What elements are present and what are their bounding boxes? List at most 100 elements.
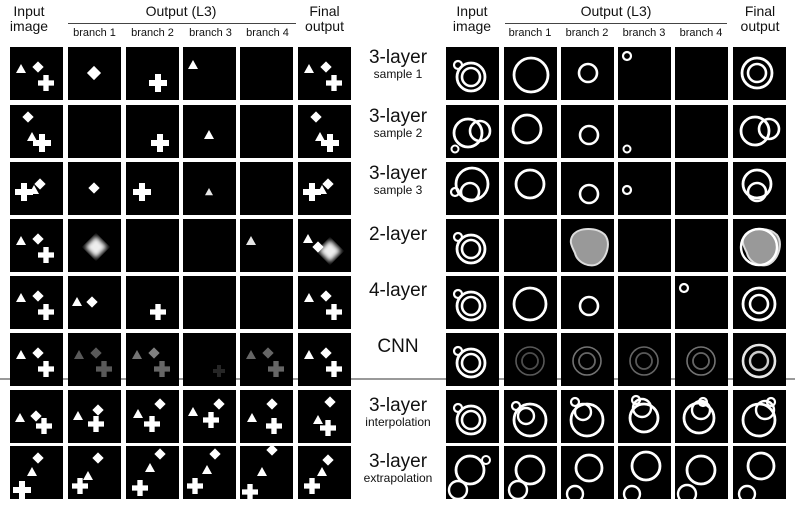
- left-row2-final-tile-image: [310, 111, 339, 152]
- right-row7-branch-1-tile-image: [510, 400, 548, 438]
- left-row4-branch-1-tile: [68, 219, 121, 272]
- right-row3-branch-1-tile-image: [514, 168, 546, 200]
- right-row2-input-tile-image: [450, 117, 492, 154]
- left-row1-final-tile-image: [304, 61, 342, 91]
- left-row6-branch-3-tile: [183, 333, 236, 386]
- right-row8-branch-1-tile: [504, 446, 557, 499]
- left-row3-branch-3-tile: [183, 162, 236, 215]
- left-row5-final-tile: [298, 276, 351, 329]
- row-label-3: 3-layer sample 3: [348, 164, 448, 196]
- right-row3-final-tile-image: [741, 168, 773, 203]
- left-row6-branch-1-tile: [68, 333, 121, 386]
- right-row5-branch-1-tile: [504, 276, 557, 329]
- right-row2-branch-1-tile: [504, 105, 557, 158]
- left-row7-final-tile-image: [313, 396, 336, 436]
- left-row5-branch-2-tile-image: [150, 304, 166, 320]
- left-row1-branch-3-tile: [183, 47, 236, 100]
- left-row7-branch-3-tile: [183, 390, 236, 443]
- left-row4-branch-2-tile-image: [126, 219, 179, 272]
- right-final-header: Final output: [730, 4, 790, 33]
- right-row7-branch-3-tile-image: [628, 394, 660, 434]
- left-row4-input-tile-image: [16, 233, 54, 263]
- row-label-3-main: 3-layer: [368, 163, 428, 184]
- row-label-6-main: CNN: [377, 336, 419, 357]
- row-label-1: 3-layer sample 1: [348, 48, 448, 80]
- right-row8-final-tile-image: [737, 451, 776, 499]
- left-row1-branch-3-tile-image: [188, 60, 198, 69]
- left-row1-branch-1-tile-image: [86, 65, 102, 81]
- left-row2-branch-4-tile-image: [240, 105, 293, 158]
- left-row2-branch-1-tile-image: [68, 105, 121, 158]
- row-label-8-main: 3-layer: [368, 451, 428, 472]
- right-row5-branch-4-tile-image: [678, 282, 690, 294]
- left-row2-branch-2-tile-image: [151, 134, 169, 152]
- left-row6-branch-4-tile: [240, 333, 293, 386]
- right-row1-final-tile: [733, 47, 786, 100]
- right-row8-branch-4-tile: [675, 446, 728, 499]
- right-row7-branch-4-tile: [675, 390, 728, 443]
- row-label-8: 3-layer extrapolation: [348, 452, 448, 484]
- right-row8-branch-4-tile-image: [676, 454, 717, 499]
- row-label-7-sub: interpolation: [365, 415, 431, 429]
- row-label-2: 3-layer sample 2: [348, 107, 448, 139]
- left-input-header: Input image: [8, 4, 50, 33]
- left-row2-branch-3-tile: [183, 105, 236, 158]
- right-row6-branch-2-tile: [561, 333, 614, 386]
- left-row6-branch-2-tile: [126, 333, 179, 386]
- left-row7-branch-3-tile-image: [188, 398, 225, 428]
- right-row1-branch-2-tile: [561, 47, 614, 100]
- right-row8-input-tile-image: [447, 454, 491, 499]
- right-input-header: Input image: [448, 4, 496, 33]
- row-label-1-main: 3-layer: [368, 47, 428, 68]
- row-label-6: CNN: [348, 337, 448, 356]
- left-row1-input-tile-image: [16, 61, 54, 91]
- right-row8-branch-2-tile: [561, 446, 614, 499]
- right-final-line2: output: [740, 17, 780, 34]
- section-separator: [0, 378, 795, 380]
- left-row1-branch-4-tile: [240, 47, 293, 100]
- left-row5-input-tile-image: [16, 290, 54, 320]
- left-row8-branch-3-tile: [183, 446, 236, 499]
- left-row7-branch-2-tile: [126, 390, 179, 443]
- right-row6-branch-3-tile: [618, 333, 671, 386]
- right-row7-branch-3-tile: [618, 390, 671, 443]
- left-row2-input-tile-image: [22, 111, 51, 152]
- left-row3-branch-2-tile: [126, 162, 179, 215]
- right-row8-final-tile: [733, 446, 786, 499]
- right-row4-branch-4-tile-image: [675, 219, 728, 272]
- left-row3-branch-1-tile-image: [88, 182, 100, 194]
- right-row1-final-tile-image: [740, 56, 774, 90]
- right-row6-branch-2-tile-image: [572, 346, 602, 376]
- left-output-rule: [68, 23, 296, 24]
- left-row1-branch-2-tile: [126, 47, 179, 100]
- row-label-2-main: 3-layer: [368, 106, 428, 127]
- left-row4-branch-1-tile-image: [84, 235, 108, 259]
- left-row5-final-tile-image: [304, 290, 342, 320]
- left-row8-branch-2-tile-image: [132, 448, 166, 496]
- left-row2-branch-3-tile-image: [204, 130, 214, 139]
- left-row5-branch-4-tile-image: [240, 276, 293, 329]
- right-row4-branch-3-tile: [618, 219, 671, 272]
- left-row7-branch-1-tile-image: [73, 404, 104, 432]
- left-row8-branch-1-tile: [68, 446, 121, 499]
- right-row6-final-tile: [733, 333, 786, 386]
- left-row7-input-tile: [10, 390, 63, 443]
- right-row4-branch-2-tile-image: [569, 228, 609, 267]
- right-row8-branch-2-tile-image: [565, 453, 604, 499]
- left-input-line2: image: [9, 17, 49, 34]
- left-row7-branch-4-tile: [240, 390, 293, 443]
- left-row7-final-tile: [298, 390, 351, 443]
- right-final-line1: Final: [744, 3, 776, 19]
- left-row4-final-tile-image: [303, 234, 342, 263]
- right-row5-final-tile: [733, 276, 786, 329]
- row-label-4: 2-layer: [348, 225, 448, 244]
- right-row3-final-tile: [733, 162, 786, 215]
- left-branch-1: branch 1: [73, 27, 116, 39]
- right-row1-branch-2-tile-image: [577, 62, 599, 84]
- left-row7-branch-2-tile-image: [133, 398, 166, 432]
- right-row6-final-tile-image: [741, 343, 777, 379]
- left-row1-branch-4-tile-image: [240, 47, 293, 100]
- row-label-8-sub: extrapolation: [363, 471, 433, 485]
- right-row2-branch-2-tile-image: [578, 124, 600, 146]
- left-row4-branch-4-tile-image: [246, 236, 256, 245]
